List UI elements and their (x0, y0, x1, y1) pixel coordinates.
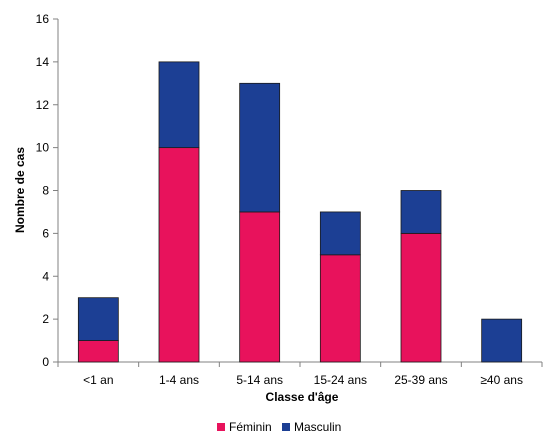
x-category-label: 25-39 ans (394, 373, 447, 387)
bar-segment (319, 211, 361, 256)
bar-segment (239, 82, 281, 213)
y-tick-label: 8 (42, 184, 49, 198)
bar-segment (319, 254, 361, 363)
bar-segment (77, 297, 119, 341)
y-tick-label: 2 (42, 312, 49, 326)
x-category-label: ≥40 ans (480, 373, 523, 387)
x-axis-title: Classe d'âge (266, 390, 339, 404)
legend-swatch (217, 423, 225, 431)
x-category-label: 5-14 ans (236, 373, 283, 387)
bar-segment (400, 190, 442, 234)
legend-swatch (282, 423, 290, 431)
y-tick-label: 12 (36, 98, 50, 112)
legend-label: Féminin (229, 420, 272, 434)
y-tick-label: 6 (42, 226, 49, 240)
y-tick-label: 0 (42, 355, 49, 369)
y-tick-label: 4 (42, 269, 49, 283)
bar-segment (481, 318, 523, 363)
y-tick-label: 16 (36, 12, 50, 26)
y-tick-label: 10 (36, 141, 50, 155)
bar-segment (158, 61, 200, 149)
x-axis: <1 an 1-4 ans 5-14 ans 15-24 ans 25-39 ans ≥4… (57, 361, 543, 387)
bar-segment (239, 211, 281, 363)
bar-segment (77, 340, 119, 363)
y-axis-title: Nombre de cas (13, 147, 27, 233)
y-axis: 0 2 4 6 8 10 12 14 16 (36, 12, 59, 369)
legend: Féminin Masculin (217, 420, 341, 434)
x-category-label: <1 an (83, 373, 113, 387)
bar-segment (400, 232, 442, 363)
bar-segment (158, 147, 200, 363)
bars (77, 61, 523, 363)
x-category-label: 15-24 ans (314, 373, 367, 387)
x-category-label: 1-4 ans (159, 373, 199, 387)
legend-label: Masculin (294, 420, 341, 434)
y-tick-label: 14 (36, 55, 50, 69)
